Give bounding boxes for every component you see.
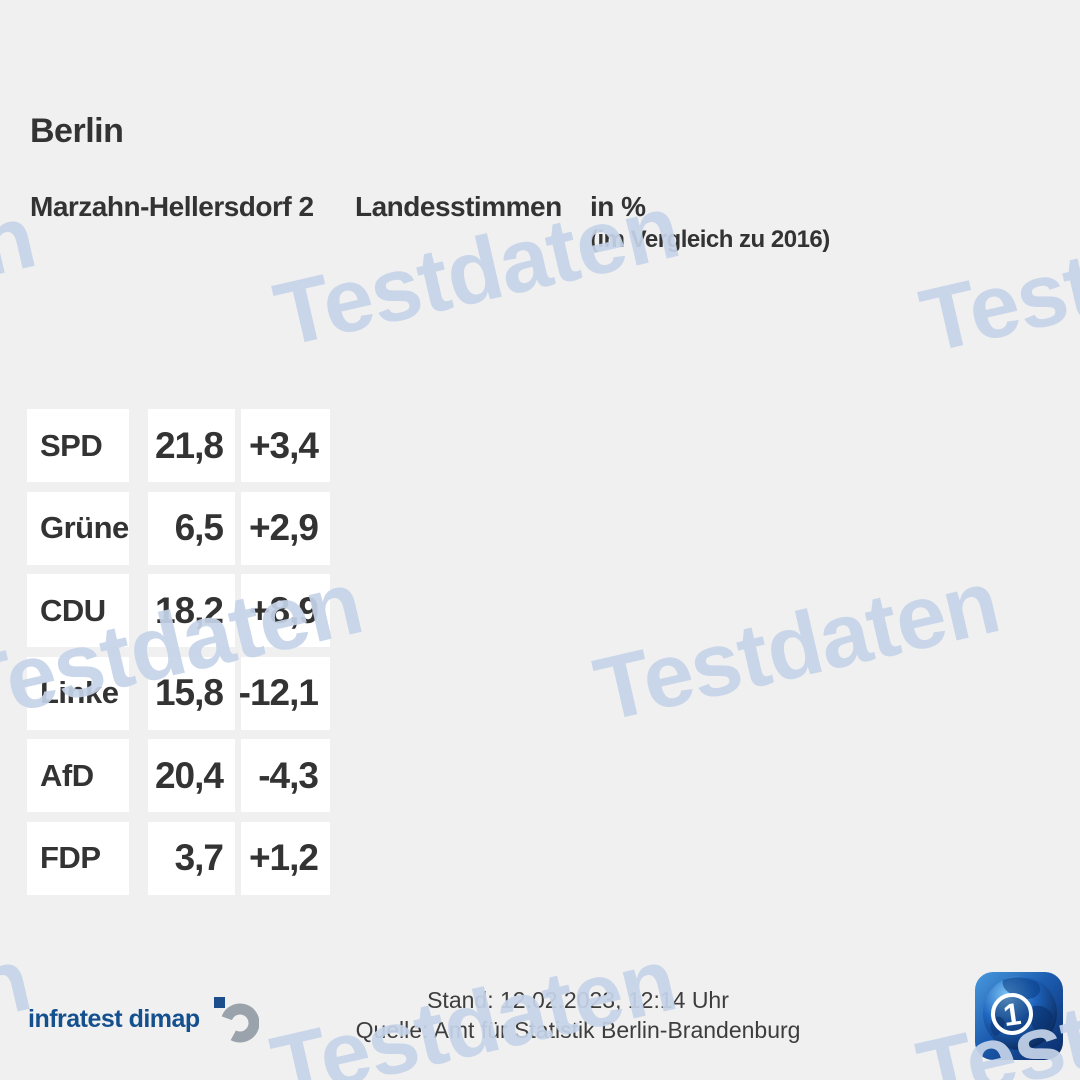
vote-share-cell: 6,5: [148, 491, 235, 565]
footer-status: Stand: 12.02.2023, 12:14 Uhr Quelle: Amt…: [278, 985, 878, 1045]
table-row: FDP 3,7 +1,2: [27, 821, 330, 895]
table-row: CDU 18,2 +8,9: [27, 574, 330, 647]
ard-one-digit: 1: [1001, 996, 1023, 1033]
change-cell: -4,3: [241, 739, 330, 812]
table-row: Linke 15,8 -12,1: [27, 656, 330, 730]
vote-share-cell: 3,7: [148, 821, 235, 895]
party-name-cell: AfD: [27, 739, 129, 812]
subtitle-unit: in %: [590, 191, 646, 222]
party-name-cell: FDP: [27, 821, 129, 895]
party-name-cell: Linke: [27, 656, 129, 730]
vote-share-cell: 20,4: [148, 739, 235, 812]
change-cell: +3,4: [241, 409, 330, 482]
vote-share-cell: 21,8: [148, 409, 235, 482]
party-name-cell: SPD: [27, 409, 129, 482]
table-row: AfD 20,4 -4,3: [27, 739, 330, 812]
subtitle-comparison-note: (im Vergleich zu 2016): [590, 226, 830, 253]
change-cell: +8,9: [241, 574, 330, 647]
source-line: Quelle: Amt für Statistik Berlin-Branden…: [355, 1017, 801, 1043]
party-name-cell: Grüne: [27, 491, 129, 565]
party-name-cell: CDU: [27, 574, 129, 647]
testdaten-watermark: Testdaten: [912, 182, 1080, 373]
vote-share-cell: 15,8: [148, 656, 235, 730]
globe-icon: 1: [983, 976, 1057, 1050]
change-cell: +1,2: [241, 821, 330, 895]
vote-share-cell: 18,2: [148, 574, 235, 647]
infratest-dimap-icon: [213, 997, 260, 1049]
subtitle-vote-type: Landesstimmen: [355, 191, 562, 222]
change-cell: -12,1: [239, 656, 330, 730]
infratest-dimap-logo: infratest dimap: [28, 997, 260, 1049]
results-table: SPD 21,8 +3,4 Grüne 6,5 +2,9 CDU 18,2 +8…: [27, 409, 330, 904]
status-line: Stand: 12.02.2023, 12:14 Uhr: [427, 987, 729, 1013]
infratest-dimap-wordmark: infratest dimap: [28, 1005, 200, 1033]
subtitle-district: Marzahn-Hellersdorf 2: [30, 191, 314, 222]
page-title: Berlin: [30, 112, 124, 150]
table-row: Grüne 6,5 +2,9: [27, 491, 330, 565]
testdaten-watermark: Testdaten: [586, 551, 1008, 742]
change-cell: +2,9: [241, 491, 330, 565]
table-row: SPD 21,8 +3,4: [27, 409, 330, 482]
ard-logo: 1: [975, 972, 1063, 1060]
